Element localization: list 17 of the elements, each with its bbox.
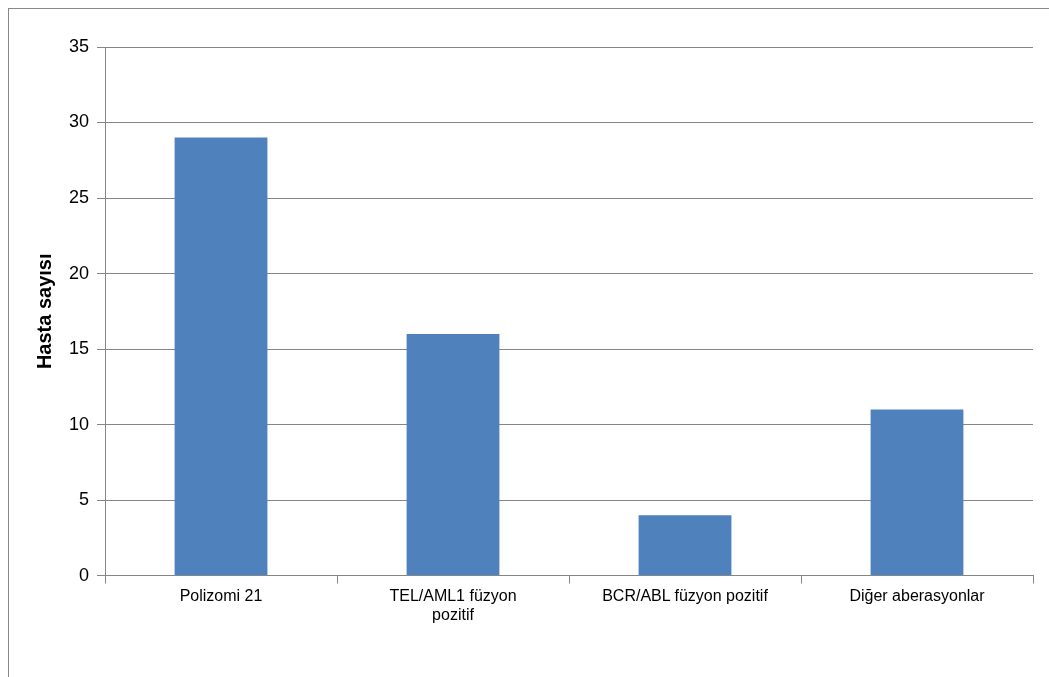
bar: [638, 515, 732, 576]
y-tick-label: 10: [68, 413, 90, 434]
y-axis-title: Hasta sayısı: [32, 253, 55, 370]
x-tick-label: Polizomi 21: [179, 586, 263, 604]
y-tick-label: 0: [79, 564, 90, 585]
bar: [174, 137, 268, 576]
y-tick-label: 25: [68, 187, 90, 207]
bar: [870, 409, 964, 576]
y-tick-label: 35: [68, 35, 90, 56]
y-tick-label: 15: [68, 338, 90, 359]
bar: [406, 333, 500, 576]
y-tick-label: 30: [68, 111, 90, 132]
x-tick-label: Diğer aberasyonlar: [849, 586, 986, 604]
y-tick-label: 20: [68, 262, 90, 283]
x-tick-label: TEL/AML1 füzyon pozitif: [389, 586, 517, 623]
x-tick-label: BCR/ABL füzyon pozitif: [602, 586, 769, 604]
y-tick-label: 5: [79, 489, 90, 510]
